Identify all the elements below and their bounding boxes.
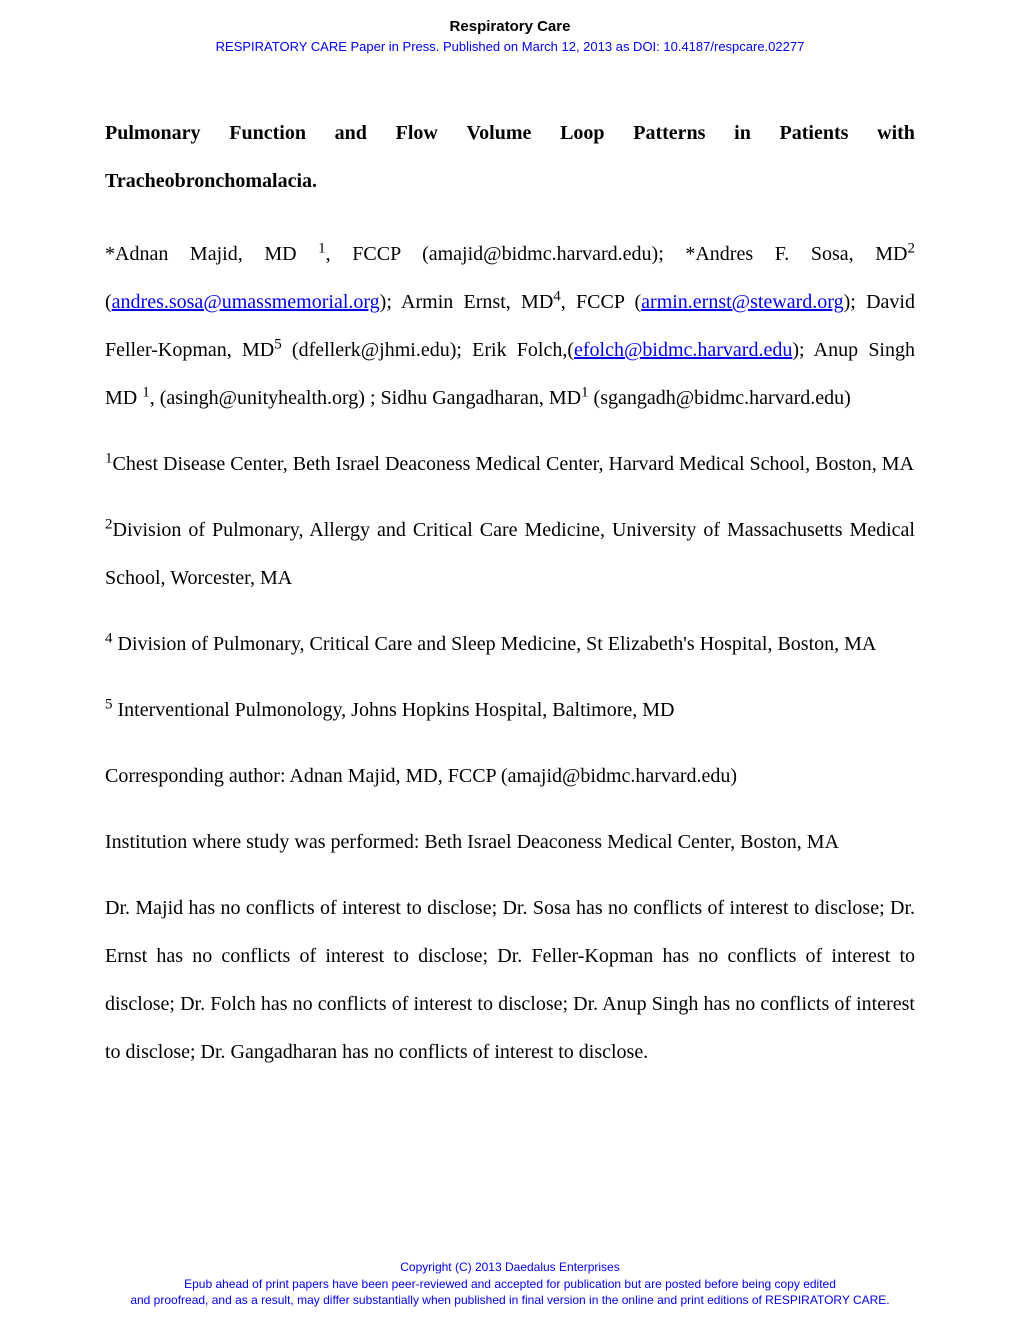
- affil-text: Division of Pulmonary, Allergy and Criti…: [105, 519, 915, 589]
- email-link[interactable]: efolch@bidmc.harvard.edu: [574, 339, 792, 361]
- author-text: ); Anup: [792, 339, 858, 361]
- affil-sup: 5: [105, 696, 113, 712]
- title-word: Patterns: [633, 109, 705, 157]
- title-word: with: [877, 109, 915, 157]
- footer-block: Copyright (C) 2013 Daedalus Enterprises …: [0, 1259, 1020, 1308]
- affil-sup: 2: [908, 240, 916, 256]
- affiliation-4: 4 Division of Pulmonary, Critical Care a…: [105, 620, 915, 668]
- affil-sup: 1: [142, 384, 150, 400]
- page-container: Respiratory Care RESPIRATORY CARE Paper …: [0, 0, 1020, 1076]
- title-word: Flow: [396, 109, 438, 157]
- title-word: Loop: [560, 109, 604, 157]
- author-text: );: [844, 291, 856, 313]
- authors-block: *Adnan Majid, MD 1, FCCP (amajid@bidmc.h…: [105, 230, 915, 422]
- affil-sup: 1: [581, 384, 589, 400]
- email-link[interactable]: andres.sosa@umassmemorial.org: [112, 291, 380, 313]
- title-word: in: [734, 109, 751, 157]
- corresponding-author: Corresponding author: Adnan Majid, MD, F…: [105, 752, 915, 800]
- affil-text: Chest Disease Center, Beth Israel Deacon…: [113, 453, 915, 475]
- title-line-2: Tracheobronchomalacia.: [105, 157, 915, 205]
- affiliation-5: 5 Interventional Pulmonology, Johns Hopk…: [105, 686, 915, 734]
- affil-text: Interventional Pulmonology, Johns Hopkin…: [113, 699, 675, 721]
- affil-sup: 5: [274, 336, 282, 352]
- author-text: ); Armin Ernst, MD: [380, 291, 554, 313]
- title-word: Function: [229, 109, 306, 157]
- affil-sup: 1: [105, 450, 113, 466]
- affil-sup: 2: [105, 516, 113, 532]
- footer-line-3: and proofread, and as a result, may diff…: [0, 1292, 1020, 1308]
- conflicts-block: Dr. Majid has no conflicts of interest t…: [105, 884, 915, 1076]
- affil-text: Division of Pulmonary, Critical Care and…: [113, 633, 877, 655]
- paper-title: Pulmonary Function and Flow Volume Loop …: [105, 109, 915, 205]
- author-text: (dfellerk@jhmi.edu); Erik Folch,(: [282, 339, 574, 361]
- doi-note: RESPIRATORY CARE Paper in Press. Publish…: [105, 39, 915, 54]
- author-text: , (asingh@unityhealth.org) ; Sidhu Ganga…: [150, 387, 581, 409]
- title-word: Volume: [467, 109, 532, 157]
- author-text: *Adnan Majid, MD: [105, 243, 318, 265]
- footer-copyright: Copyright (C) 2013 Daedalus Enterprises: [0, 1259, 1020, 1275]
- affiliation-1: 1Chest Disease Center, Beth Israel Deaco…: [105, 440, 915, 488]
- email-link[interactable]: armin.ernst@steward.org: [641, 291, 843, 313]
- affil-sup: 4: [105, 630, 113, 646]
- title-word: and: [335, 109, 367, 157]
- footer-line-2: Epub ahead of print papers have been pee…: [0, 1276, 1020, 1292]
- affil-sup: 4: [553, 288, 561, 304]
- title-word: Pulmonary: [105, 109, 201, 157]
- author-text: (sgangadh@bidmc.harvard.edu): [594, 387, 851, 409]
- author-text: , FCCP (amajid@bidmc.harvard.edu); *Andr…: [326, 243, 908, 265]
- author-text: , FCCP (: [561, 291, 641, 313]
- affiliation-2: 2Division of Pulmonary, Allergy and Crit…: [105, 506, 915, 602]
- title-word: Patients: [780, 109, 849, 157]
- author-text: (: [105, 291, 112, 313]
- journal-title: Respiratory Care: [105, 18, 915, 35]
- title-line-1: Pulmonary Function and Flow Volume Loop …: [105, 109, 915, 157]
- institution-line: Institution where study was performed: B…: [105, 818, 915, 866]
- affil-sup: 1: [318, 240, 326, 256]
